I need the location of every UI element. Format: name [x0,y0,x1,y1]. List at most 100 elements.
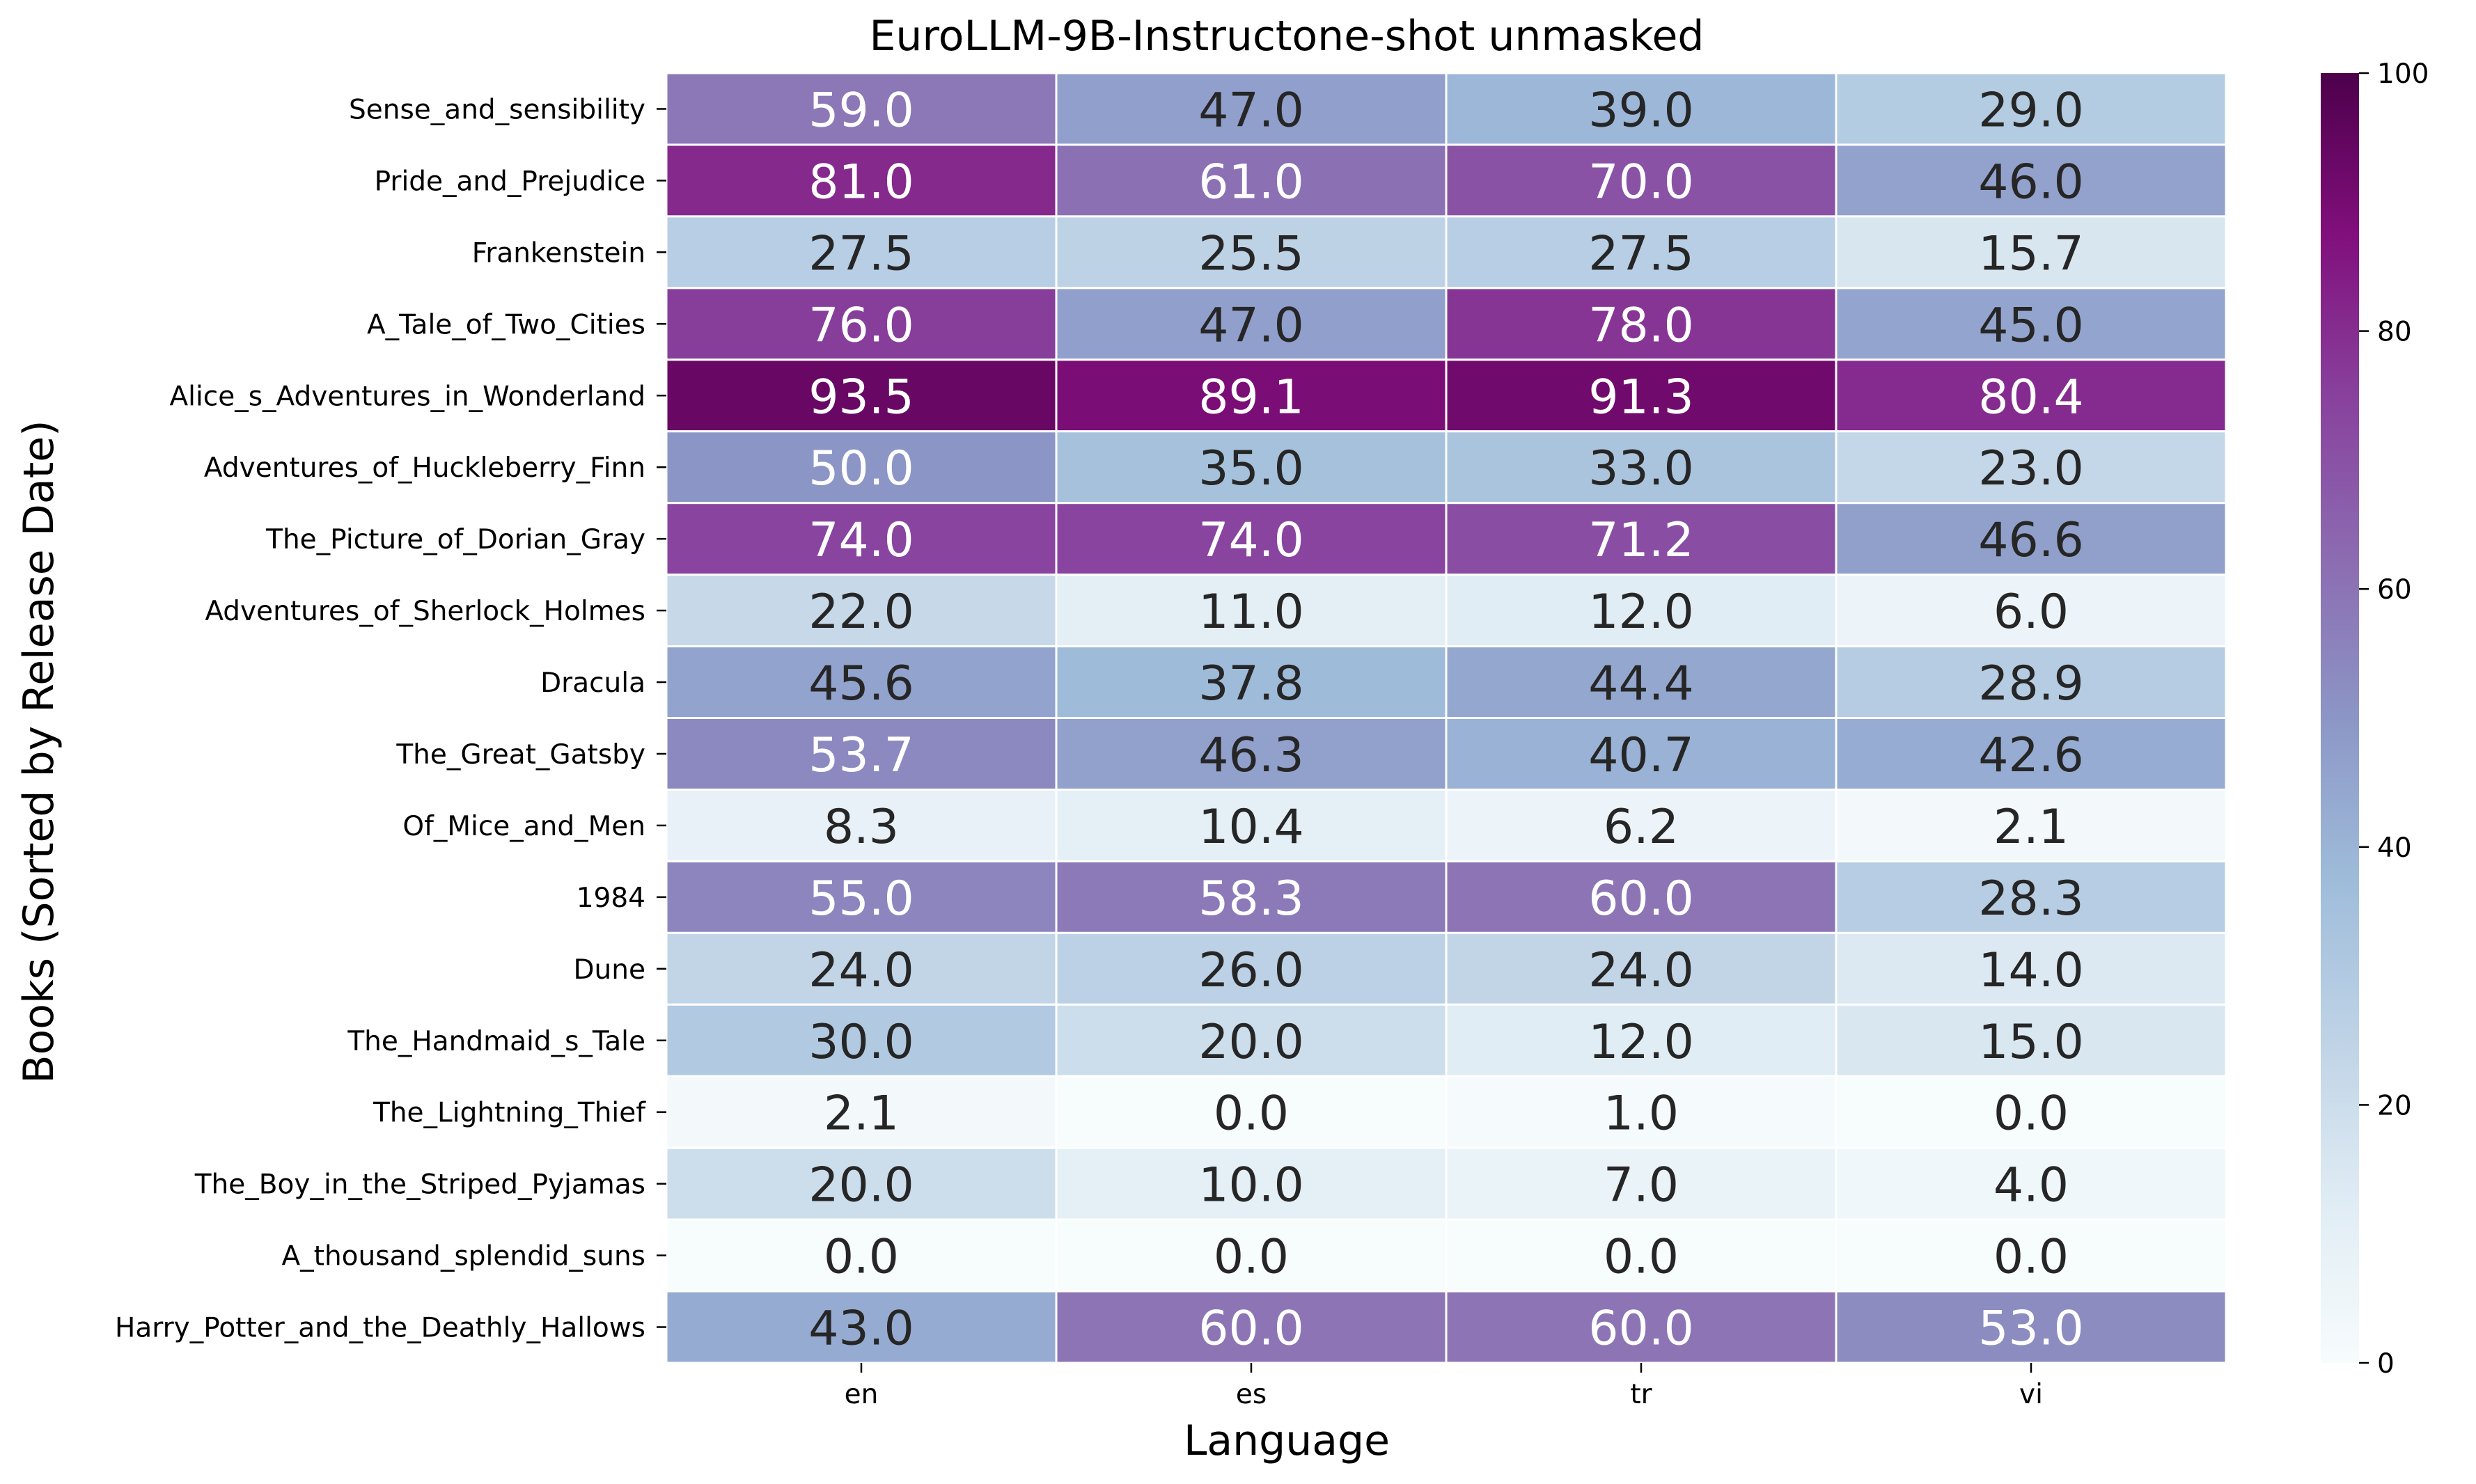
row-label: Alice_s_Adventures_in_Wonderland [169,381,645,412]
heatmap-cells: 59.0 47.0 39.0 29.0 81.0 61.0 70.0 46.0 27.5 25.5… [665,72,2227,1364]
row-label: Dracula [540,668,645,699]
row-label: Sense_and_sensibility [349,94,645,125]
cell-value-label: 7.0 [1604,1158,1679,1213]
cell-value-label: 28.9 [1978,656,2083,711]
cell-value-label: 60.0 [1588,871,1693,926]
cell-value-label: 81.0 [808,155,914,210]
cell-value-label: 30.0 [808,1015,914,1070]
row-label: A_Tale_of_Two_Cities [367,309,645,340]
chart-title: EuroLLM-9B-Instructone-shot unmasked [869,12,1704,61]
heatmap-cell [1445,1218,1838,1293]
row-label: Dune [574,954,645,986]
cell-value-label: 10.0 [1198,1158,1303,1213]
cell-value-label: 60.0 [1588,1302,1693,1357]
heatmap-cell [665,502,1058,576]
cell-value-label: 0.0 [1993,1230,2069,1285]
colorbar-tick-label: 20 [2377,1090,2412,1121]
cell-value-label: 91.3 [1588,370,1693,425]
heatmap-cell [1835,358,2227,433]
cell-value-label: 29.0 [1978,83,2083,138]
heatmap-cell [1445,430,1838,505]
heatmap-cell [1835,502,2227,576]
heatmap-cell [665,1146,1058,1221]
row-label: The_Handmaid_s_Tale [347,1026,645,1057]
heatmap-cell [1835,1290,2227,1364]
cell-value-label: 24.0 [808,943,914,998]
cell-value-label: 50.0 [808,441,914,496]
cell-value-label: 23.0 [1978,441,2083,496]
cell-value-label: 20.0 [1198,1015,1303,1070]
heatmap-cell [1445,502,1838,576]
x-axis-label: Language [1184,1416,1390,1465]
heatmap-cell [665,717,1058,791]
heatmap-cell [1835,215,2227,290]
cell-value-label: 47.0 [1198,298,1303,353]
heatmap-cell [1835,287,2227,361]
cell-value-label: 15.0 [1978,1015,2083,1070]
heatmap-cell [1055,215,1448,290]
cell-value-label: 12.0 [1588,1015,1693,1070]
cell-value-label: 53.0 [1978,1302,2083,1357]
heatmap-cell [1055,1218,1448,1293]
heatmap-cell [1835,143,2227,218]
cell-value-label: 74.0 [808,513,914,568]
heatmap-cell [665,860,1058,934]
cell-value-label: 11.0 [1198,585,1303,640]
row-label: Frankenstein [472,237,645,269]
column-label: en [845,1379,879,1410]
row-label: The_Lightning_Thief [373,1098,646,1129]
cell-value-label: 74.0 [1198,513,1303,568]
heatmap-cell [1835,931,2227,1006]
colorbar-tick-label: 40 [2377,832,2412,864]
row-label: Adventures_of_Sherlock_Holmes [205,596,645,627]
heatmap-cell [1055,931,1448,1006]
column-label: vi [2019,1379,2043,1410]
row-label: 1984 [577,883,645,914]
heatmap-cell [1445,931,1838,1006]
cell-value-label: 27.5 [808,226,914,281]
cell-value-label: 10.4 [1198,800,1303,855]
row-label: Adventures_of_Huckleberry_Finn [204,452,645,484]
cell-value-label: 55.0 [808,871,914,926]
heatmap-cell [1055,430,1448,505]
cell-value-label: 53.7 [808,728,914,783]
cell-value-label: 1.0 [1604,1087,1679,1142]
cell-value-label: 43.0 [808,1302,914,1357]
heatmap-cell [1445,788,1838,862]
y-axis-label: Books (Sorted by Release Date) [15,420,63,1083]
cell-value-label: 12.0 [1588,585,1693,640]
cell-value-label: 45.6 [808,656,914,711]
cell-value-label: 25.5 [1198,226,1303,281]
row-label: The_Great_Gatsby [395,739,645,771]
heatmap-cell [1055,860,1448,934]
heatmap-cell [1055,72,1448,146]
cell-value-label: 78.0 [1588,298,1693,353]
colorbar-tick-label: 100 [2377,58,2429,90]
row-labels: Sense_and_sensibility Pride_and_Prejudice… [115,94,666,1344]
cell-value-label: 58.3 [1198,871,1303,926]
row-label: The_Picture_of_Dorian_Gray [265,524,645,555]
cell-value-label: 61.0 [1198,155,1303,210]
column-label: tr [1630,1379,1652,1410]
heatmap-cell [665,72,1058,146]
heatmap-cell [665,931,1058,1006]
cell-value-label: 27.5 [1588,226,1693,281]
row-label: Pride_and_Prejudice [375,166,645,197]
cell-value-label: 89.1 [1198,370,1303,425]
cell-value-label: 46.0 [1978,155,2083,210]
heatmap-cell [1835,72,2227,146]
cell-value-label: 0.0 [824,1230,899,1285]
heatmap-cell [1055,143,1448,218]
cell-value-label: 20.0 [808,1158,914,1213]
heatmap-cell [1835,430,2227,505]
heatmap-cell [1055,1290,1448,1364]
cell-value-label: 4.0 [1993,1158,2069,1213]
heatmap-cell [1835,860,2227,934]
heatmap-cell [1445,574,1838,648]
cell-value-label: 80.4 [1978,370,2083,425]
heatmap-cell [1445,717,1838,791]
cell-value-label: 15.7 [1978,226,2083,281]
heatmap-cell [1055,358,1448,433]
cell-value-label: 2.1 [824,1087,899,1142]
cell-value-label: 8.3 [824,800,899,855]
